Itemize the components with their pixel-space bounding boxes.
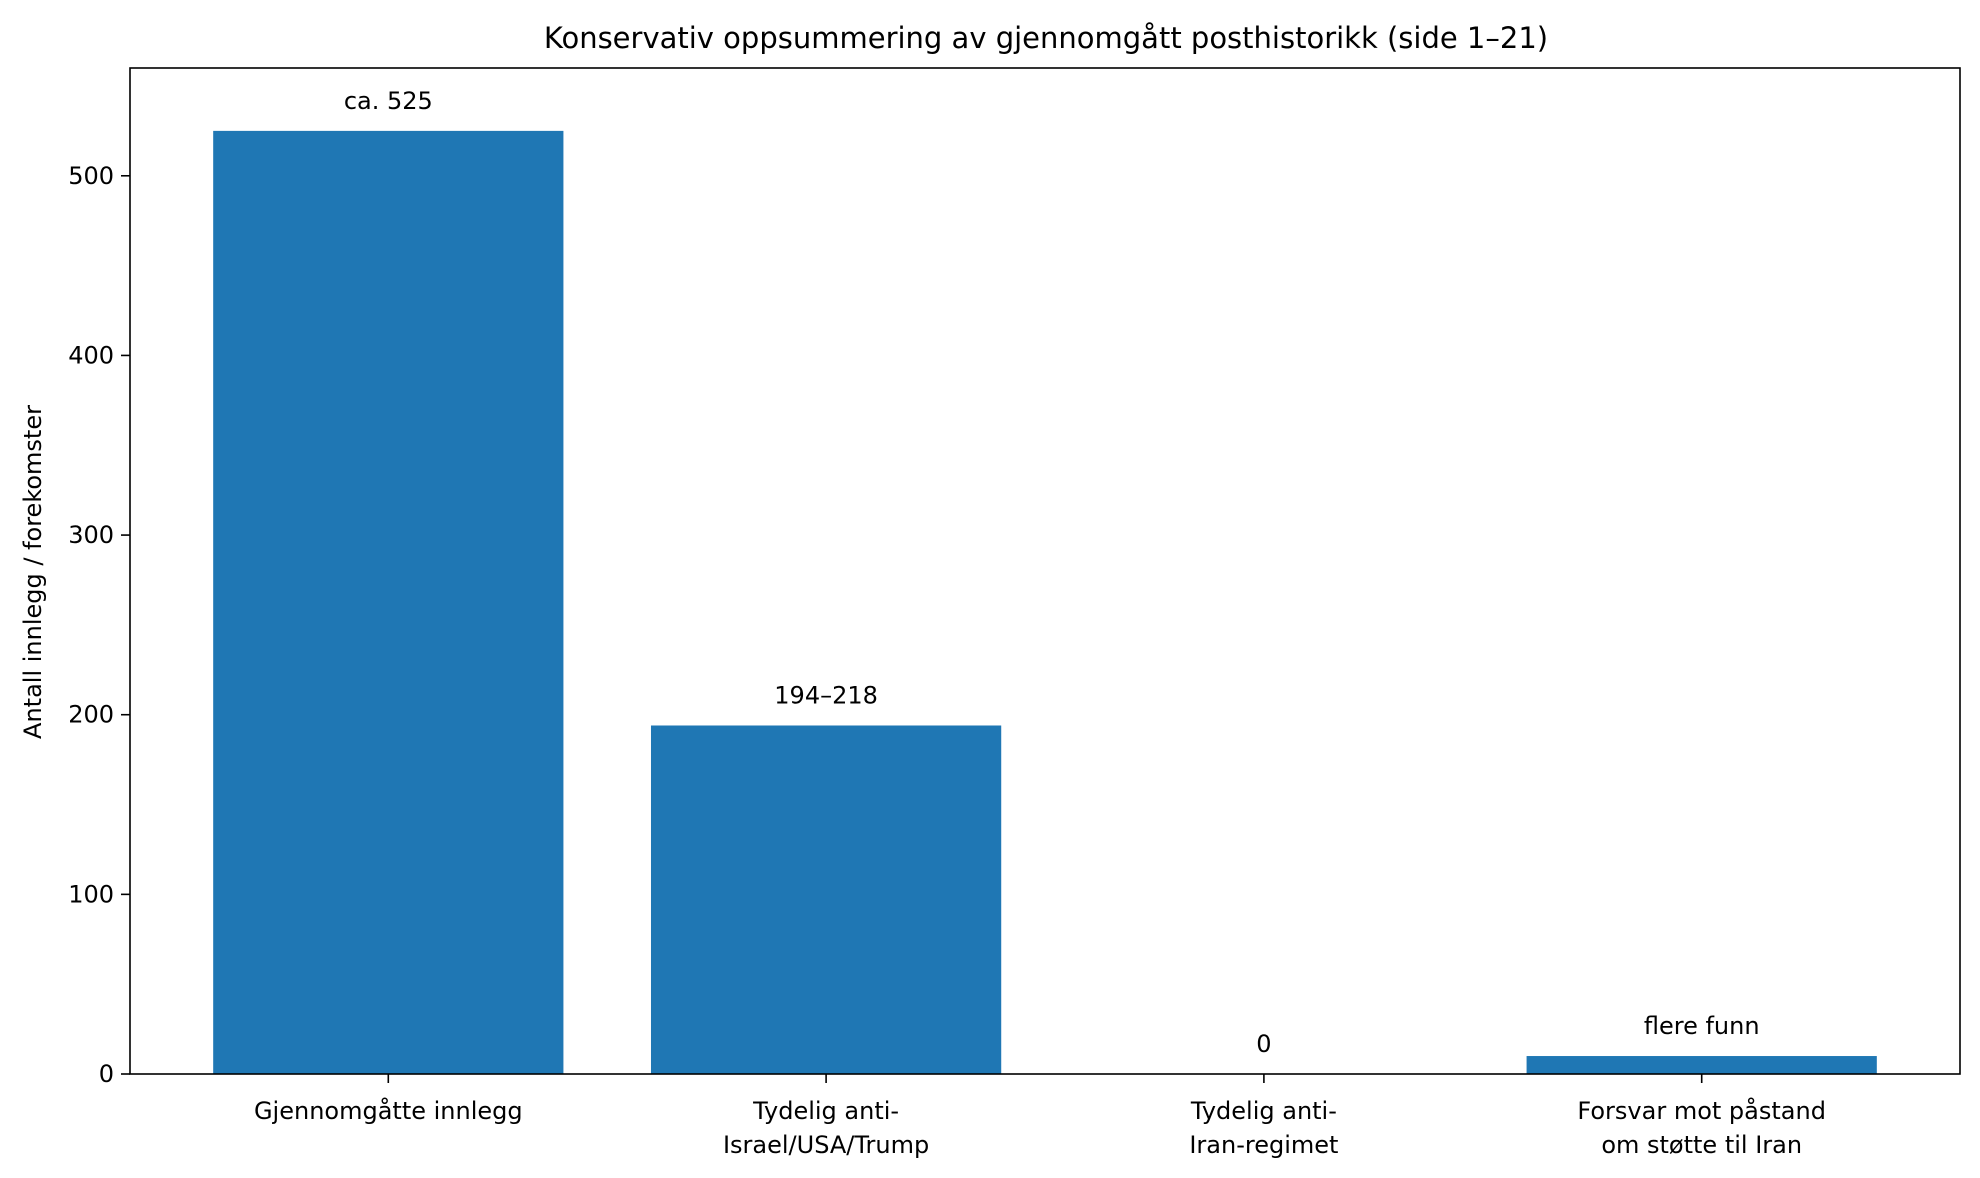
- x-tick-label-line: Israel/USA/Trump: [723, 1131, 929, 1159]
- y-tick-label-3: 300: [68, 521, 114, 549]
- y-axis-label: Antall innlegg / forekomster: [19, 405, 47, 739]
- y-tick-label-1: 100: [68, 880, 114, 908]
- y-tick-label-4: 400: [68, 341, 114, 369]
- x-tick-label-line: Iran-regimet: [1189, 1131, 1338, 1159]
- x-tick-label-1: Tydelig anti- Israel/USA/Trump: [723, 1097, 929, 1159]
- data-label-3: flere funn: [1644, 1012, 1760, 1040]
- x-tick-label-line: Forsvar mot påstand: [1577, 1096, 1826, 1125]
- x-tick-label-2: Tydelig anti- Iran-regimet: [1189, 1097, 1338, 1159]
- x-tick-label-3: Forsvar mot påstand om støtte til Iran: [1577, 1096, 1826, 1159]
- data-label-1: 194–218: [774, 681, 878, 709]
- data-label-0: ca. 525: [344, 87, 433, 115]
- plot-area: ca. 525 194–218 0 flere funn 0 100 200 300 400 50…: [68, 67, 1961, 1159]
- x-tick-label-line: Tydelig anti-: [752, 1097, 899, 1125]
- x-tick-label-line: Tydelig anti-: [1190, 1097, 1337, 1125]
- bar-1: [650, 725, 1002, 1074]
- plot-frame: [129, 67, 1961, 1075]
- y-tick-label-5: 500: [68, 162, 114, 190]
- chart-title: Konservativ oppsummering av gjennomgått …: [544, 21, 1548, 55]
- bar-3: [1526, 1056, 1877, 1074]
- y-tick-label-0: 0: [99, 1060, 114, 1088]
- data-label-2: 0: [1256, 1030, 1271, 1058]
- x-tick-label-0: Gjennomgåtte innlegg: [254, 1096, 523, 1125]
- y-tick-label-2: 200: [68, 701, 114, 729]
- bar-0: [213, 130, 564, 1074]
- x-tick-label-line: om støtte til Iran: [1601, 1131, 1802, 1159]
- x-tick-label-line: Gjennomgåtte innlegg: [254, 1096, 523, 1125]
